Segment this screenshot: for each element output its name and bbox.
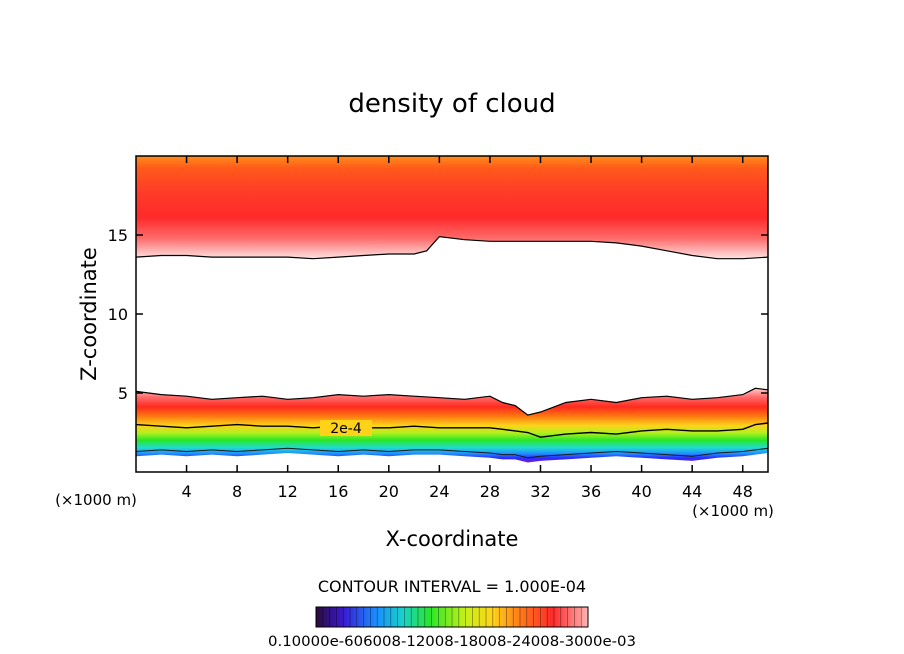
y-axis-label: Z-coordinate [77, 247, 101, 381]
x-unit-label-right: (×1000 m) [692, 502, 774, 520]
x-tick-label: 4 [181, 482, 191, 501]
y-tick-label: 5 [118, 384, 128, 403]
x-tick-label: 48 [733, 482, 753, 501]
contour-interval-label: CONTOUR INTERVAL = 1.000E-04 [318, 577, 586, 596]
lower-cloud-region [136, 388, 768, 463]
x-tick-label: 20 [379, 482, 399, 501]
x-tick-label: 24 [429, 482, 449, 501]
cloud-base-contour [136, 447, 768, 459]
contour-label: 2e-4 [330, 421, 362, 437]
x-tick-label: 32 [530, 482, 550, 501]
y-tick-label: 15 [108, 226, 128, 245]
x-tick-label: 12 [278, 482, 298, 501]
x-tick-label: 28 [480, 482, 500, 501]
x-tick-label: 44 [682, 482, 702, 501]
x-tick-label: 40 [631, 482, 651, 501]
upper-cloud-contour [136, 235, 768, 260]
colorbar-tick-labels: 0.10000e-606008-12008-18008-24008-3000e-… [268, 634, 636, 650]
chart-title: density of cloud [348, 89, 555, 119]
x-tick-label: 36 [581, 482, 601, 501]
x-axis-label: X-coordinate [386, 527, 519, 551]
x-tick-label: 16 [328, 482, 348, 501]
contour-line-2e-4 [136, 422, 768, 438]
lower-cloud-contour [136, 387, 768, 416]
y-axis-ticks: 5 10 15 [108, 226, 768, 403]
x-axis-ticks: 4 8 12 16 20 24 28 32 36 40 44 48 [181, 156, 753, 501]
upper-cloud-region [136, 156, 768, 259]
colorbar-frame [315, 606, 589, 628]
colorbar-stripes [322, 607, 582, 627]
x-unit-label-left: (×1000 m) [55, 491, 137, 509]
plot-area: 2e-4 [136, 156, 768, 472]
x-tick-label: 8 [232, 482, 242, 501]
y-tick-label: 10 [108, 305, 128, 324]
contour-label-background [320, 420, 372, 436]
